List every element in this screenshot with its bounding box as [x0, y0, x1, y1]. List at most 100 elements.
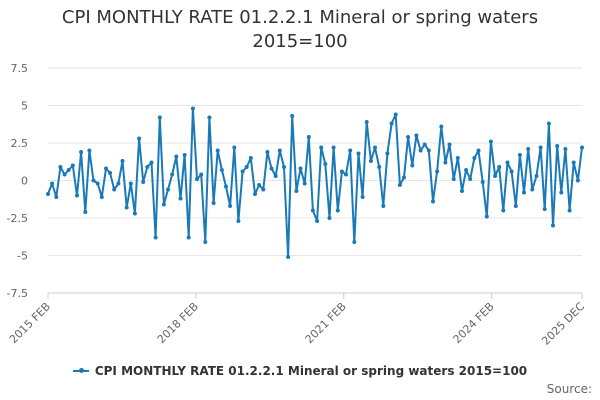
data-point[interactable]: [435, 169, 440, 174]
data-point[interactable]: [319, 145, 324, 150]
data-point[interactable]: [517, 153, 522, 157]
legend[interactable]: CPI MONTHLY RATE 01.2.2.1 Mineral or spr…: [0, 364, 600, 379]
data-point[interactable]: [145, 165, 150, 169]
data-point[interactable]: [104, 166, 108, 171]
data-point[interactable]: [83, 210, 88, 214]
data-point[interactable]: [315, 219, 320, 223]
data-point[interactable]: [182, 153, 187, 157]
data-point[interactable]: [137, 136, 142, 141]
data-point[interactable]: [526, 147, 531, 151]
data-point[interactable]: [199, 172, 204, 177]
data-point[interactable]: [542, 207, 547, 211]
data-point[interactable]: [530, 187, 535, 192]
data-point[interactable]: [472, 156, 477, 160]
data-point[interactable]: [124, 205, 129, 210]
data-point[interactable]: [141, 180, 146, 184]
data-point[interactable]: [497, 165, 502, 169]
data-point[interactable]: [306, 135, 311, 139]
data-point[interactable]: [468, 177, 473, 181]
data-point[interactable]: [331, 145, 336, 150]
data-point[interactable]: [546, 121, 551, 126]
data-point[interactable]: [480, 180, 485, 184]
data-point[interactable]: [62, 172, 67, 177]
data-point[interactable]: [153, 235, 158, 240]
data-point[interactable]: [575, 178, 580, 183]
data-point[interactable]: [207, 115, 212, 120]
data-point[interactable]: [66, 168, 71, 172]
data-point[interactable]: [410, 163, 415, 168]
data-point[interactable]: [240, 169, 245, 174]
data-point[interactable]: [335, 208, 340, 213]
data-point[interactable]: [414, 133, 419, 138]
data-point[interactable]: [70, 163, 75, 168]
data-point[interactable]: [190, 106, 195, 111]
data-point[interactable]: [265, 150, 270, 154]
data-point[interactable]: [443, 160, 448, 165]
data-point[interactable]: [310, 208, 315, 213]
data-point[interactable]: [488, 139, 493, 144]
data-point[interactable]: [178, 196, 183, 201]
data-point[interactable]: [460, 189, 464, 193]
data-point[interactable]: [513, 204, 518, 208]
data-point[interactable]: [91, 178, 96, 183]
data-point[interactable]: [393, 112, 398, 117]
data-point[interactable]: [580, 145, 584, 150]
data-point[interactable]: [273, 174, 278, 178]
data-point[interactable]: [368, 159, 373, 163]
data-point[interactable]: [344, 172, 348, 177]
data-point[interactable]: [348, 148, 353, 153]
data-point[interactable]: [555, 144, 560, 148]
data-point[interactable]: [538, 145, 543, 150]
data-point[interactable]: [493, 174, 498, 178]
data-point[interactable]: [551, 223, 555, 228]
data-point[interactable]: [426, 148, 431, 153]
data-point[interactable]: [389, 121, 394, 126]
data-point[interactable]: [397, 183, 402, 187]
data-point[interactable]: [385, 151, 390, 156]
data-point[interactable]: [261, 187, 266, 192]
data-point[interactable]: [290, 114, 295, 118]
data-point[interactable]: [253, 192, 257, 196]
data-point[interactable]: [186, 235, 191, 240]
data-point[interactable]: [360, 195, 365, 199]
data-point[interactable]: [439, 124, 444, 129]
data-point[interactable]: [294, 189, 299, 193]
data-point[interactable]: [166, 187, 170, 192]
data-point[interactable]: [244, 165, 249, 169]
data-point[interactable]: [455, 156, 460, 160]
data-point[interactable]: [75, 193, 79, 198]
data-point[interactable]: [195, 177, 199, 181]
data-point[interactable]: [161, 202, 166, 207]
data-point[interactable]: [236, 219, 241, 223]
data-point[interactable]: [563, 147, 568, 151]
data-point[interactable]: [509, 169, 514, 174]
data-point[interactable]: [522, 190, 526, 195]
data-point[interactable]: [157, 115, 162, 120]
data-point[interactable]: [174, 154, 179, 159]
data-point[interactable]: [95, 181, 100, 186]
data-point[interactable]: [364, 120, 369, 124]
data-point[interactable]: [352, 240, 357, 244]
data-point[interactable]: [356, 151, 361, 156]
data-point[interactable]: [112, 187, 117, 192]
data-point[interactable]: [99, 195, 104, 199]
data-point[interactable]: [50, 181, 55, 186]
data-point[interactable]: [571, 160, 576, 165]
data-point[interactable]: [402, 175, 406, 180]
data-point[interactable]: [339, 169, 344, 174]
data-point[interactable]: [228, 204, 233, 208]
data-point[interactable]: [132, 211, 137, 216]
data-point[interactable]: [170, 172, 175, 177]
data-point[interactable]: [58, 165, 63, 169]
data-point[interactable]: [505, 160, 510, 165]
data-point[interactable]: [116, 181, 121, 186]
data-point[interactable]: [501, 208, 506, 213]
data-point[interactable]: [277, 148, 282, 153]
data-point[interactable]: [286, 255, 291, 259]
data-point[interactable]: [567, 208, 572, 213]
data-point[interactable]: [373, 145, 377, 150]
data-point[interactable]: [149, 160, 154, 165]
data-point[interactable]: [224, 184, 228, 189]
data-point[interactable]: [464, 168, 469, 172]
data-point[interactable]: [534, 174, 539, 178]
